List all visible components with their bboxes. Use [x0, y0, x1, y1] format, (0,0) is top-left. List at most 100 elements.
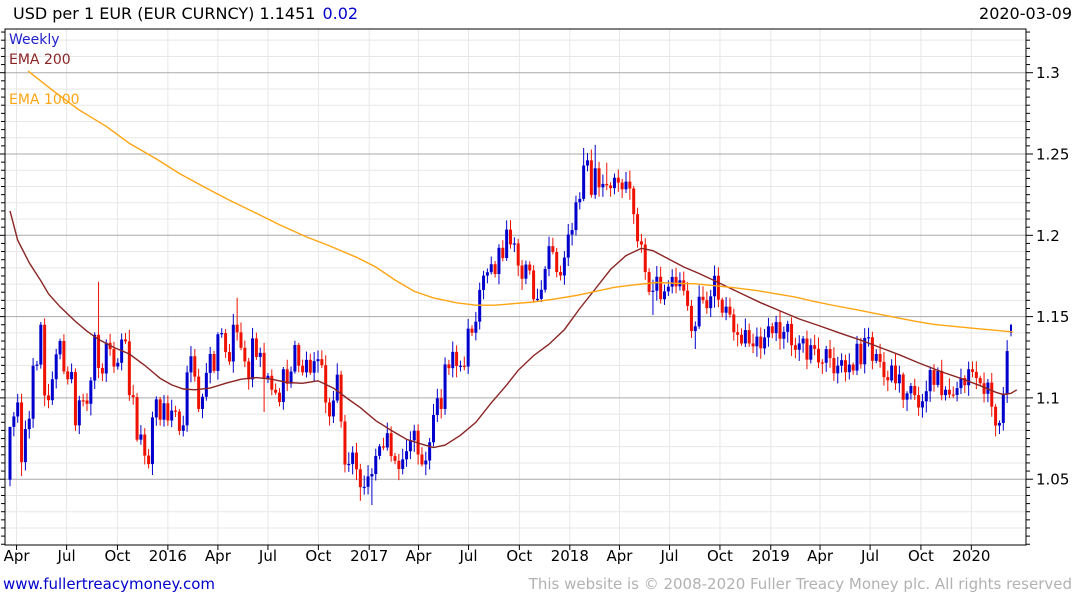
candle-body [154, 399, 158, 418]
candle-body [516, 243, 520, 266]
candle-body [643, 244, 647, 273]
candle-body [947, 389, 951, 395]
candle-body [770, 326, 774, 334]
candle-body [8, 426, 12, 480]
candle-body [955, 388, 959, 395]
candle-body [682, 280, 686, 291]
candle-body [378, 446, 382, 456]
as-of-date: 2020-03-09 [979, 4, 1072, 23]
candle-body [239, 332, 243, 348]
candle-body [408, 440, 412, 452]
candle-body [258, 352, 262, 357]
candle-body [805, 338, 809, 360]
candle-body [204, 372, 208, 397]
candle-body [343, 421, 347, 465]
candle-body [389, 433, 393, 457]
ema200-line [9, 210, 1018, 449]
candle-body [247, 361, 251, 380]
x-axis-label: Jul [57, 547, 76, 565]
candle-body [266, 375, 270, 379]
candle-body [339, 374, 343, 422]
candle-body [100, 367, 104, 374]
candle-body [147, 455, 151, 465]
candle-body [755, 336, 759, 347]
candle-body [801, 338, 805, 344]
candle-body [47, 395, 50, 401]
candle-body [882, 361, 886, 378]
candle-body [940, 370, 944, 396]
candle-body [493, 264, 497, 274]
candle-body [743, 330, 747, 344]
candle-body [732, 314, 736, 333]
candle-body [428, 442, 432, 461]
candle-body [370, 473, 374, 477]
candle-body [897, 374, 901, 384]
x-axis-label: Apr [606, 547, 633, 565]
candle-body [393, 456, 397, 461]
candle-body [501, 247, 505, 259]
x-axis-label: 2018 [551, 547, 589, 565]
y-axis-label: 1.25 [1036, 146, 1069, 164]
candle-body [859, 343, 863, 365]
candle-body [316, 359, 320, 362]
candle-body [817, 348, 820, 363]
candle-body [628, 181, 632, 189]
candle-body [705, 300, 709, 309]
candle-body [193, 356, 197, 377]
candle-body [532, 270, 536, 300]
x-axis-label: 2020 [952, 547, 990, 565]
site-link[interactable]: www.fullertreacymoney.com [3, 575, 216, 593]
candle-body [751, 343, 755, 347]
candle-body [913, 386, 917, 396]
candle-body [201, 396, 204, 409]
x-axis-label: Apr [406, 547, 433, 565]
candle-body [489, 264, 493, 273]
candle-body [790, 323, 794, 346]
candle-body [170, 410, 174, 421]
x-axis-label: 2019 [752, 547, 790, 565]
candle-body [509, 229, 512, 245]
candle-body [12, 416, 16, 427]
candle-body [693, 326, 697, 332]
candle-body [185, 372, 189, 426]
candle-body [362, 486, 366, 489]
candle-body [994, 406, 998, 426]
candle-body [297, 345, 301, 366]
candle-body [497, 247, 501, 274]
candle-body [905, 393, 909, 400]
candle-body [551, 246, 555, 253]
candle-body [93, 334, 97, 381]
candle-body [740, 334, 743, 344]
candle-body [932, 370, 936, 385]
candle-body [663, 291, 666, 300]
candle-body [520, 265, 524, 279]
candle-body [840, 360, 844, 366]
candle-body [77, 400, 81, 426]
candle-body [358, 469, 362, 488]
candle-body [304, 359, 308, 373]
candle-body [131, 395, 135, 398]
price-change: 0.02 [322, 4, 359, 23]
candle-body [797, 343, 801, 350]
candle-body [432, 414, 435, 443]
candle-body [143, 434, 147, 456]
candle-body [385, 433, 389, 448]
y-axis-label: 1.2 [1036, 227, 1060, 245]
candle-body [555, 252, 559, 273]
candle-body [174, 410, 178, 412]
candle-body [81, 400, 85, 402]
candlestick-chart-surface[interactable]: 1.3 1.25 1.2 1.15 1.1 1.05 Apr Jul Oct 2016 Apr Jul… [0, 0, 1075, 570]
y-axis-label: 1.15 [1036, 308, 1069, 326]
candle-body [616, 177, 620, 183]
candle-body [89, 380, 93, 404]
candle-body [439, 398, 443, 409]
candle-body [124, 339, 127, 342]
candle-body [686, 290, 690, 306]
candle-body [347, 463, 351, 466]
candle-body [524, 264, 528, 279]
candle-body [197, 376, 201, 409]
candle-body [720, 299, 724, 313]
candle-body [208, 353, 212, 373]
candle-body [666, 286, 670, 292]
candle-body [890, 365, 894, 381]
